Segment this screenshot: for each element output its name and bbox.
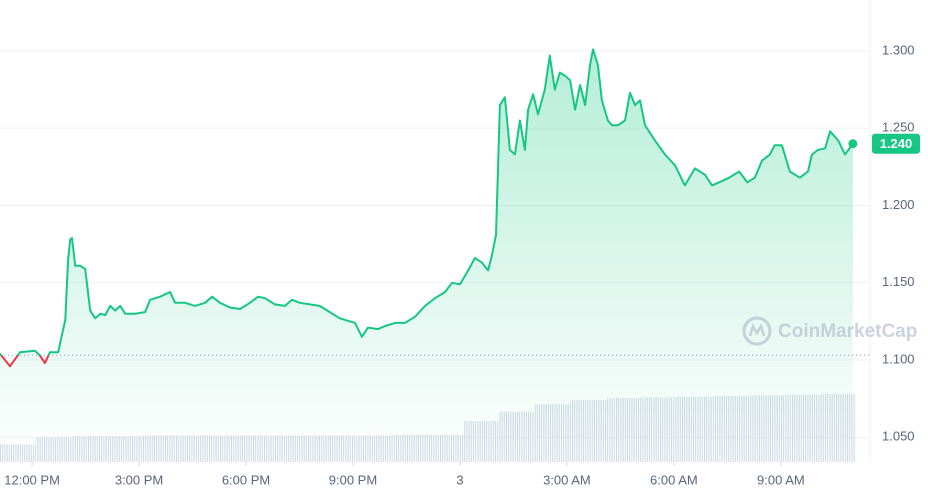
y-tick-label: 1.050 <box>882 429 915 444</box>
watermark-text: CoinMarketCap <box>778 321 917 342</box>
y-tick-label: 1.300 <box>882 42 915 57</box>
y-tick-label: 1.100 <box>882 351 915 366</box>
last-point <box>848 139 858 149</box>
x-tick-label: 12:00 PM <box>4 472 60 487</box>
watermark-logo <box>742 316 772 346</box>
x-tick-label: 6:00 PM <box>222 472 270 487</box>
price-badge <box>872 133 920 154</box>
x-tick-label: 9:00 AM <box>757 472 805 487</box>
y-tick-label: 1.200 <box>882 197 915 212</box>
watermark-logo-mark <box>748 322 766 337</box>
price-badge-label: 1.240 <box>880 136 913 151</box>
watermark: CoinMarketCap <box>742 316 917 346</box>
price-line <box>0 48 854 368</box>
x-tick-label: 9:00 PM <box>329 472 377 487</box>
y-tick-label: 1.250 <box>882 120 915 135</box>
x-tick-label: 3:00 AM <box>543 472 591 487</box>
x-tick-label: 3 <box>456 472 463 487</box>
x-tick-label: 3:00 PM <box>115 472 163 487</box>
x-tick-label: 6:00 AM <box>650 472 698 487</box>
area <box>0 49 853 463</box>
y-tick-label: 1.150 <box>882 274 915 289</box>
